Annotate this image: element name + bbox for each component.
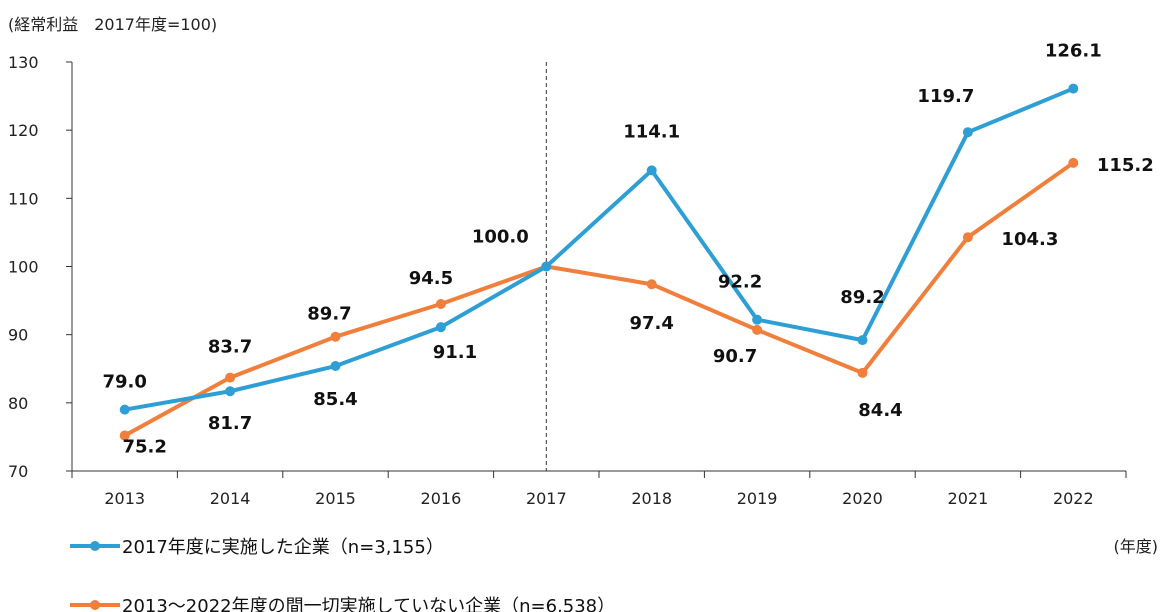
- data-point: [119, 430, 130, 441]
- data-label: 84.4: [858, 400, 902, 421]
- y-tick-label: 90: [8, 326, 28, 345]
- data-label: 104.3: [1001, 229, 1058, 250]
- data-point: [646, 279, 657, 290]
- x-tick-label: 2013: [104, 489, 145, 508]
- data-label: 81.7: [208, 413, 252, 434]
- x-tick-label: 2019: [737, 489, 778, 508]
- series-line-0: [124, 86, 1075, 412]
- x-tick-label: 2018: [631, 489, 672, 508]
- data-label: 90.7: [713, 346, 757, 367]
- data-point: [752, 324, 763, 335]
- data-point: [435, 322, 446, 333]
- data-label: 94.5: [409, 268, 453, 289]
- data-point: [435, 298, 446, 309]
- data-point: [119, 404, 130, 415]
- x-tick-label: 2014: [210, 489, 251, 508]
- data-point: [541, 261, 552, 272]
- chart-title: (経常利益 2017年度=100): [8, 15, 217, 34]
- x-tick-label: 2015: [315, 489, 356, 508]
- data-point: [962, 127, 973, 138]
- y-tick-label: 100: [8, 258, 39, 277]
- x-tick-label: 2021: [948, 489, 989, 508]
- data-label: 79.0: [102, 372, 146, 393]
- data-label: 100.0: [472, 227, 529, 248]
- data-point: [857, 335, 868, 346]
- legend-swatch-marker: [90, 600, 100, 610]
- y-tick-label: 70: [8, 462, 28, 481]
- data-label: 83.7: [208, 337, 252, 358]
- data-point: [646, 165, 657, 176]
- x-tick-label: 2022: [1053, 489, 1094, 508]
- data-point: [330, 361, 341, 372]
- x-tick-label: 2016: [421, 489, 462, 508]
- legend-swatch-marker: [90, 541, 100, 551]
- data-point: [1068, 157, 1079, 168]
- data-label: 85.4: [313, 389, 357, 410]
- data-label: 91.1: [433, 342, 477, 363]
- legend-entry: 2017年度に実施した企業（n=3,155）: [122, 537, 444, 558]
- x-axis-label: (年度): [1114, 537, 1159, 556]
- data-label: 126.1: [1045, 41, 1102, 62]
- x-tick-label: 2020: [842, 489, 883, 508]
- data-point: [752, 314, 763, 325]
- data-point: [1068, 83, 1079, 94]
- series-line-1: [123, 161, 1075, 438]
- data-label: 119.7: [917, 86, 974, 107]
- data-label: 89.2: [840, 287, 884, 308]
- data-label: 92.2: [718, 272, 762, 293]
- data-label: 115.2: [1097, 155, 1154, 176]
- data-point: [225, 372, 236, 383]
- data-label: 97.4: [629, 313, 673, 334]
- data-point: [225, 386, 236, 397]
- data-point: [962, 232, 973, 243]
- data-label: 75.2: [122, 437, 166, 458]
- data-label: 89.7: [307, 304, 351, 325]
- y-tick-label: 110: [8, 189, 39, 208]
- legend-entry: 2013～2022年度の間一切実施していない企業（n=6,538）: [122, 596, 615, 612]
- y-tick-label: 130: [8, 53, 39, 72]
- data-point: [330, 331, 341, 342]
- x-tick-label: 2017: [526, 489, 567, 508]
- data-point: [857, 367, 868, 378]
- y-tick-label: 120: [8, 121, 39, 140]
- y-tick-label: 80: [8, 394, 28, 413]
- data-label: 114.1: [623, 121, 680, 142]
